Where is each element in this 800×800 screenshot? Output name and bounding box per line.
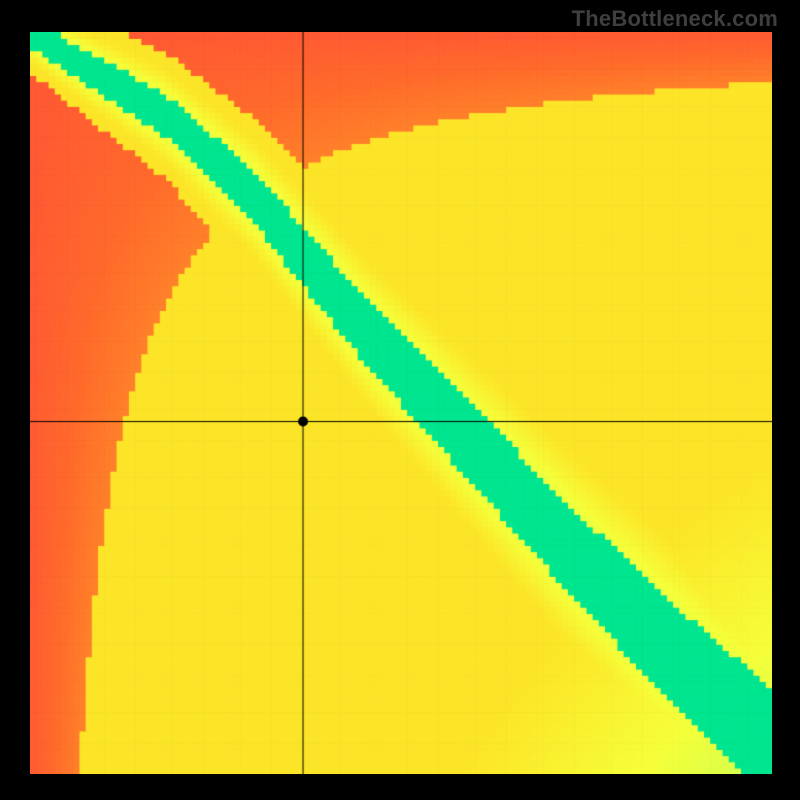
chart-frame: TheBottleneck.com bbox=[0, 0, 800, 800]
bottleneck-heatmap bbox=[30, 32, 772, 774]
watermark-text: TheBottleneck.com bbox=[572, 6, 778, 32]
